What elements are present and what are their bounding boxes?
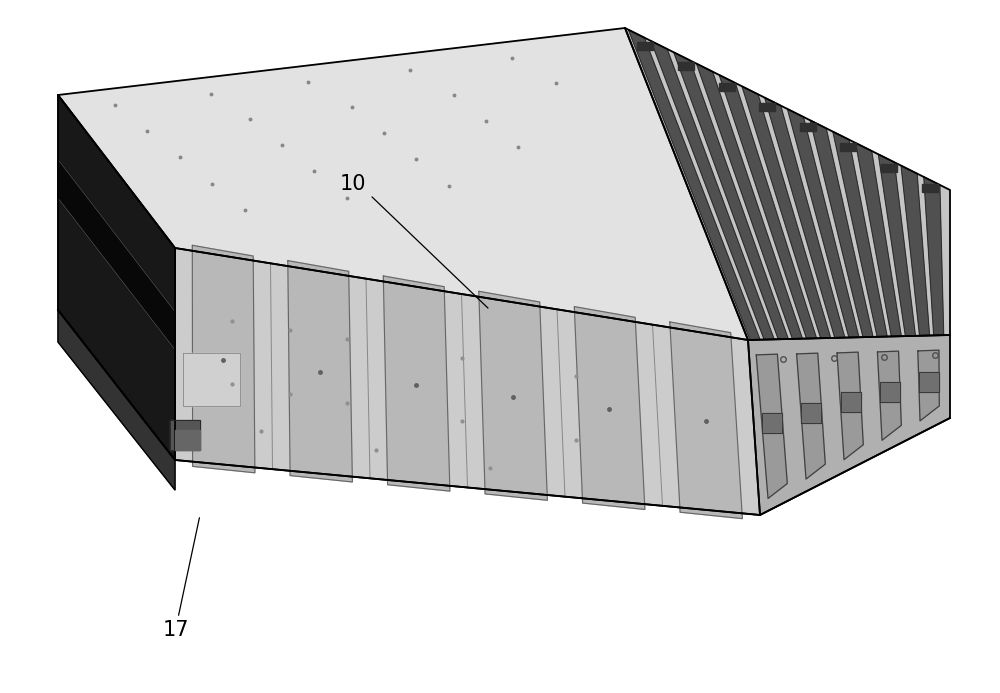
Polygon shape [175,430,200,450]
Polygon shape [878,155,915,336]
Polygon shape [918,350,939,421]
Polygon shape [762,413,782,432]
Text: 10: 10 [340,174,366,194]
Polygon shape [880,382,900,402]
Polygon shape [637,42,653,50]
Polygon shape [670,322,742,518]
Polygon shape [877,351,901,440]
Polygon shape [719,82,735,91]
Polygon shape [833,132,887,337]
Polygon shape [765,98,845,338]
Polygon shape [674,53,788,340]
Polygon shape [58,95,175,460]
Polygon shape [841,392,861,412]
Polygon shape [919,372,939,392]
Polygon shape [628,30,760,340]
Polygon shape [856,143,901,336]
Polygon shape [840,143,856,151]
Polygon shape [800,123,816,131]
Polygon shape [383,276,450,491]
Polygon shape [924,177,944,335]
Polygon shape [922,184,938,192]
Polygon shape [748,335,950,515]
Polygon shape [901,166,930,335]
Polygon shape [678,62,694,71]
Polygon shape [788,109,859,337]
Polygon shape [742,87,831,338]
Polygon shape [183,353,240,405]
Polygon shape [810,121,873,337]
Polygon shape [837,352,863,459]
Polygon shape [58,159,175,350]
Text: 17: 17 [163,620,190,640]
Polygon shape [192,245,255,473]
Polygon shape [881,164,897,172]
Polygon shape [170,419,200,450]
Polygon shape [801,403,821,423]
Polygon shape [797,353,825,479]
Polygon shape [759,103,775,111]
Polygon shape [58,310,175,490]
Polygon shape [175,248,760,515]
Polygon shape [719,75,817,339]
Polygon shape [574,306,645,509]
Polygon shape [697,64,802,339]
Polygon shape [625,28,950,340]
Polygon shape [479,291,547,500]
Polygon shape [288,261,352,482]
Polygon shape [651,41,774,340]
Polygon shape [756,354,787,498]
Polygon shape [58,28,748,340]
